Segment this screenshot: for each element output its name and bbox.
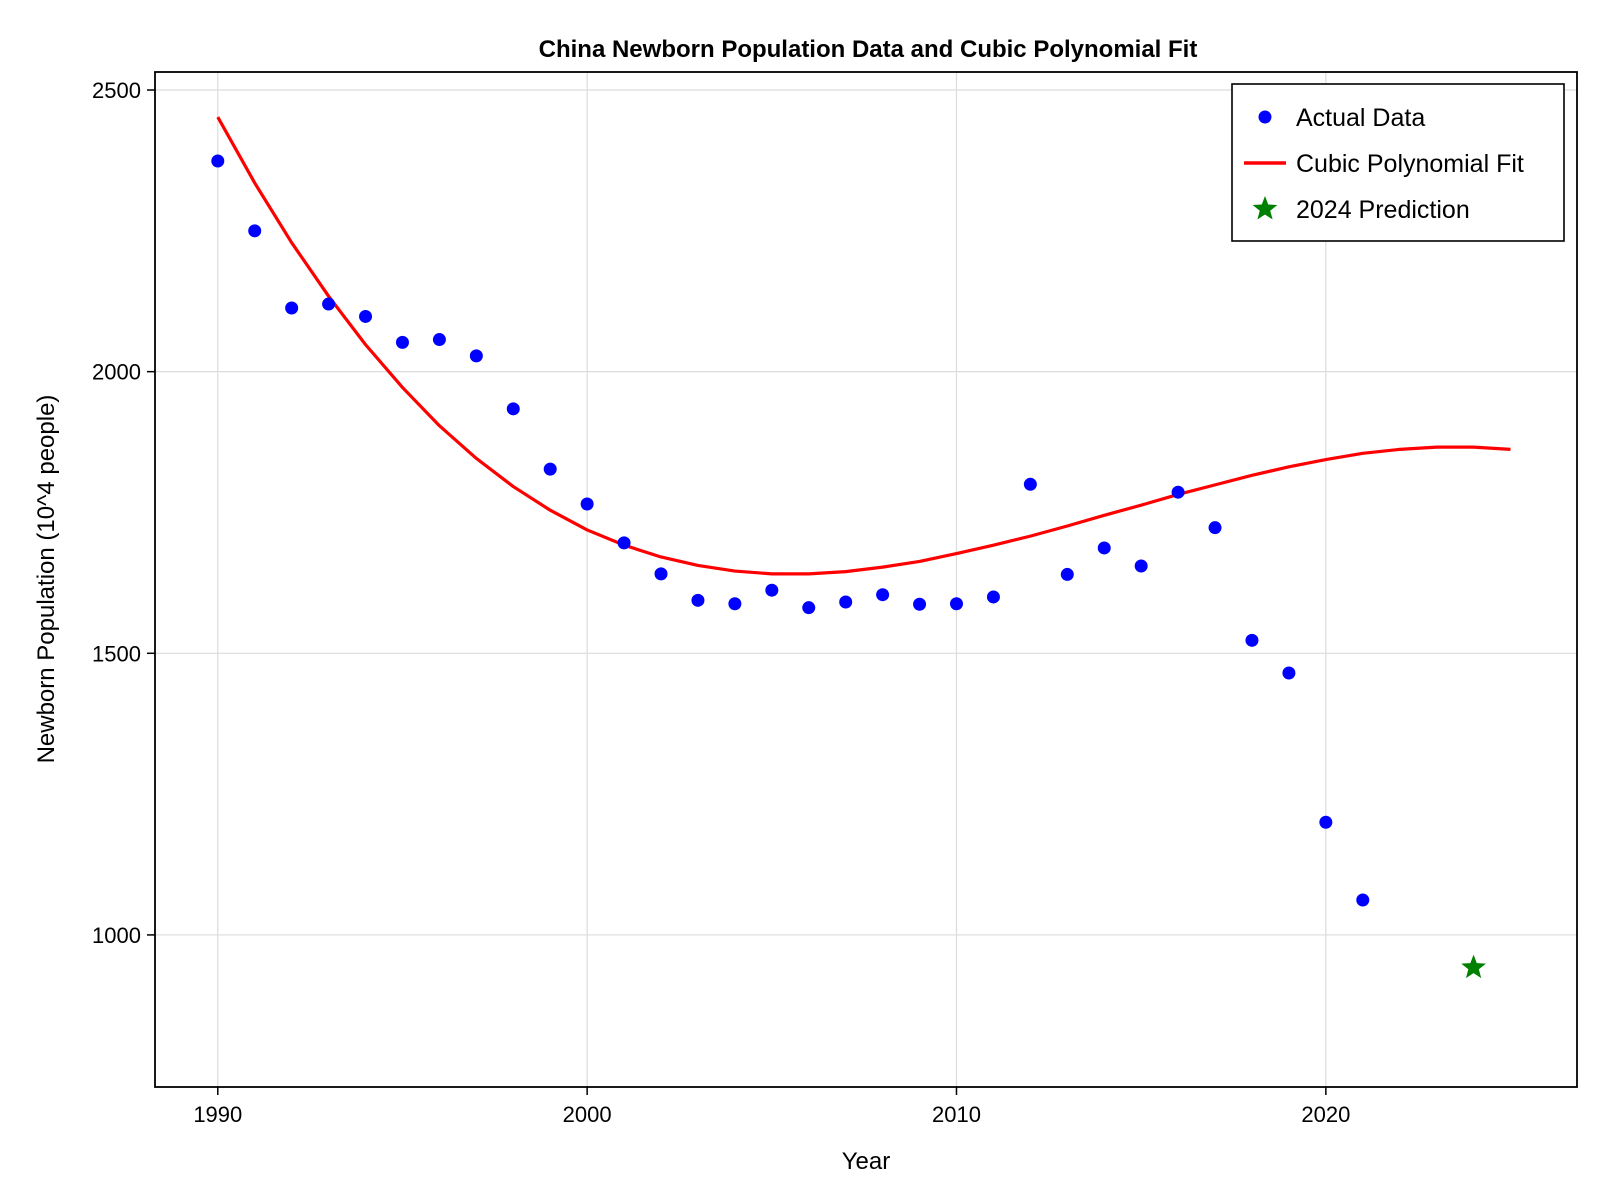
data-point [432, 333, 446, 347]
data-point [395, 335, 409, 349]
data-point [1171, 485, 1185, 499]
data-point [285, 301, 299, 315]
data-point [469, 349, 483, 363]
data-point [1245, 633, 1259, 647]
x-tick-label: 2000 [563, 1102, 612, 1127]
data-point [949, 597, 963, 611]
data-point [986, 590, 1000, 604]
x-tick-label: 1990 [193, 1102, 242, 1127]
prediction-star [1461, 954, 1486, 979]
data-point [1134, 559, 1148, 573]
data-point [1208, 521, 1222, 535]
data-point [1023, 477, 1037, 491]
data-point [617, 536, 631, 550]
data-point [876, 588, 890, 602]
data-point [654, 567, 668, 581]
data-point [802, 601, 816, 615]
fit-line [216, 116, 1511, 576]
data-point [211, 154, 225, 168]
axis-ticks: 1990 2000 2010 2020 1000 1500 2000 2500 [92, 78, 1350, 1127]
data-point [1060, 567, 1074, 581]
data-point [248, 224, 262, 238]
legend-label-actual: Actual Data [1296, 104, 1425, 132]
legend-box [1231, 83, 1565, 242]
data-point [580, 497, 594, 511]
y-axis-label: Newborn Population (10^4 people) [33, 395, 60, 764]
y-tick-label: 2500 [92, 78, 141, 103]
data-point [691, 593, 705, 607]
y-tick-label: 2000 [92, 360, 141, 385]
y-tick-label: 1500 [92, 641, 141, 666]
data-point [1319, 815, 1333, 829]
y-tick-label: 1000 [92, 923, 141, 948]
x-tick-label: 2020 [1301, 1102, 1350, 1127]
data-point [1356, 893, 1370, 907]
data-point [506, 402, 520, 416]
data-point [913, 597, 927, 611]
data-point [728, 597, 742, 611]
legend-label-fit: Cubic Polynomial Fit [1296, 150, 1524, 178]
plot-frame [154, 71, 1578, 1088]
legend-marker-prediction [1252, 196, 1278, 220]
series-layer [211, 116, 1511, 979]
x-axis-label: Year [842, 1148, 891, 1175]
data-point [765, 583, 779, 597]
legend-marker-actual [1258, 110, 1272, 124]
data-point [359, 309, 373, 323]
data-point [1097, 541, 1111, 555]
x-tick-label: 2010 [932, 1102, 981, 1127]
data-point [839, 595, 853, 609]
data-point [1282, 666, 1296, 680]
legend-label-prediction: 2024 Prediction [1296, 196, 1470, 224]
legend: Actual Data Cubic Polynomial Fit 2024 Pr… [1231, 83, 1565, 242]
data-point [543, 462, 557, 476]
chart-title: China Newborn Population Data and Cubic … [539, 36, 1198, 63]
data-point [322, 297, 336, 311]
